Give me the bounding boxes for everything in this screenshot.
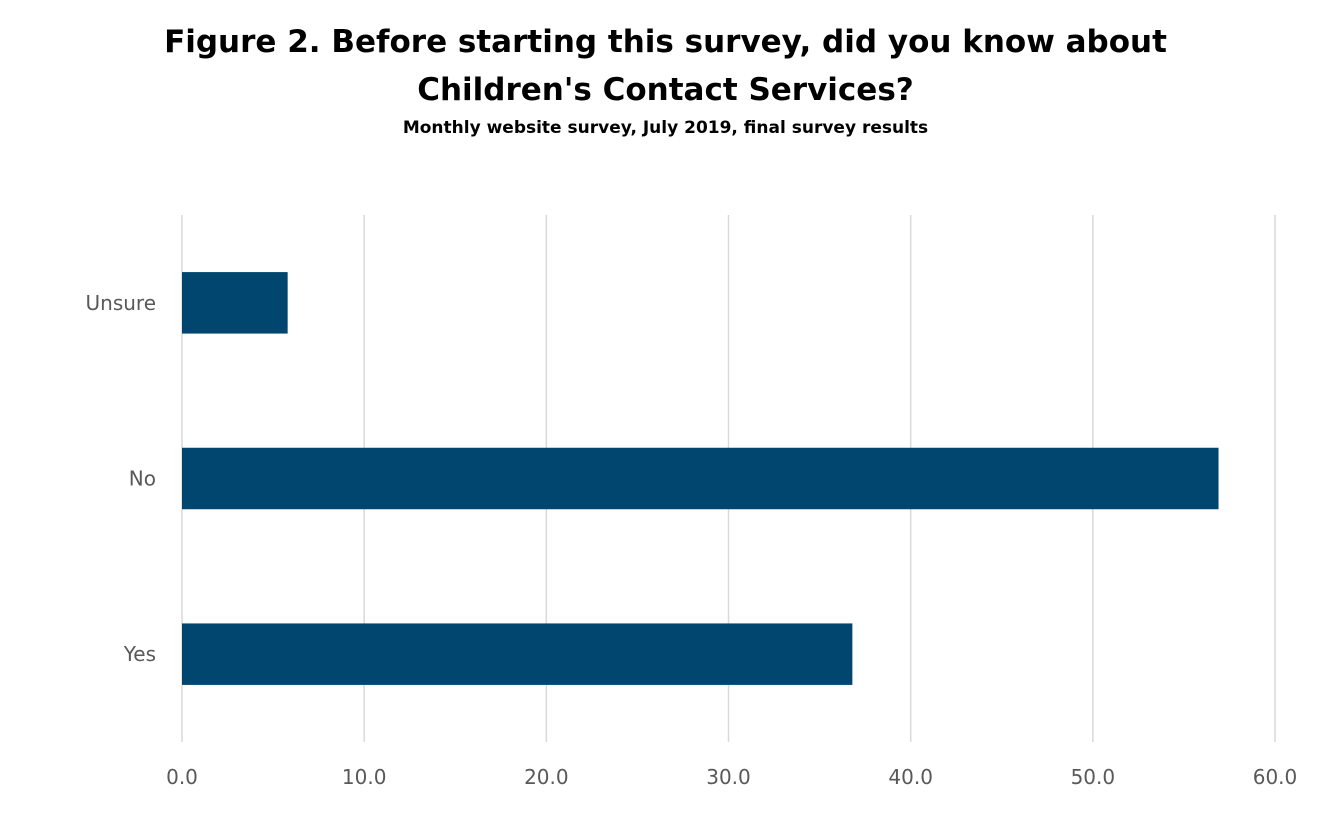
chart-subtitle: Monthly website survey, July 2019, final… [402, 118, 929, 138]
bar-no [182, 447, 1219, 510]
x-tick-label: 50.0 [1071, 765, 1116, 789]
x-tick-label: 40.0 [888, 765, 933, 789]
x-tick-label: 10.0 [342, 765, 387, 789]
category-label-no: No [129, 467, 156, 491]
category-labels: Unsure No Yes [86, 291, 157, 666]
bar-unsure [182, 272, 288, 334]
chart-header: Figure 2. Before starting this survey, d… [0, 18, 1331, 140]
category-label-yes: Yes [123, 642, 156, 666]
x-tick-label: 30.0 [706, 765, 751, 789]
x-tick-label: 0.0 [166, 765, 198, 789]
x-tick-label: 20.0 [524, 765, 569, 789]
bar-yes [182, 623, 853, 685]
x-axis-tick-labels: 0.0 10.0 20.0 30.0 40.0 50.0 60.0 [166, 765, 1297, 789]
x-tick-label: 60.0 [1253, 765, 1298, 789]
chart-title: Figure 2. Before starting this survey, d… [164, 24, 1167, 108]
bars [182, 272, 1219, 685]
category-label-unsure: Unsure [86, 291, 157, 315]
